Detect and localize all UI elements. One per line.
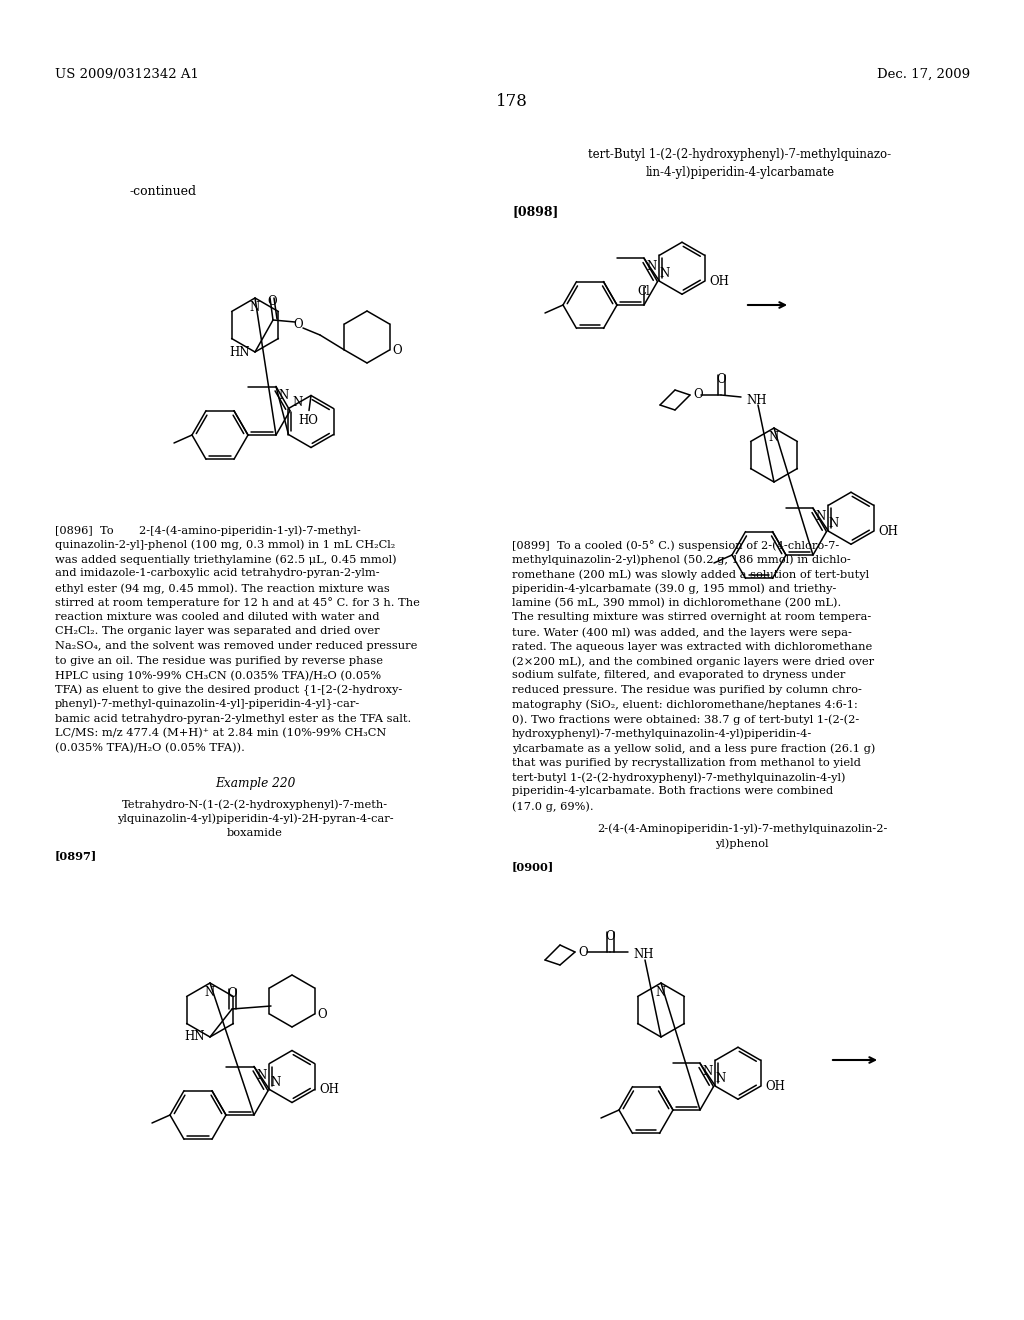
Text: N: N [278, 388, 288, 401]
Text: HN: HN [229, 346, 250, 359]
Text: sodium sulfate, filtered, and evaporated to dryness under: sodium sulfate, filtered, and evaporated… [512, 671, 846, 681]
Text: HN: HN [184, 1031, 205, 1044]
Text: N: N [828, 516, 839, 529]
Text: Tetrahydro-N-(1-(2-(2-hydroxyphenyl)-7-meth-: Tetrahydro-N-(1-(2-(2-hydroxyphenyl)-7-m… [122, 799, 388, 809]
Text: N: N [270, 1076, 281, 1089]
Text: N: N [256, 1068, 266, 1081]
Text: piperidin-4-ylcarbamate. Both fractions were combined: piperidin-4-ylcarbamate. Both fractions … [512, 787, 834, 796]
Text: O: O [392, 343, 402, 356]
Text: N: N [250, 301, 260, 314]
Text: HO: HO [298, 413, 317, 426]
Text: N: N [646, 260, 656, 273]
Text: OH: OH [710, 275, 729, 288]
Text: 178: 178 [496, 92, 528, 110]
Text: OH: OH [766, 1080, 785, 1093]
Text: 0). Two fractions were obtained: 38.7 g of tert-butyl 1-(2-(2-: 0). Two fractions were obtained: 38.7 g … [512, 714, 859, 725]
Text: to give an oil. The residue was purified by reverse phase: to give an oil. The residue was purified… [55, 656, 383, 665]
Text: methylquinazolin-2-yl)phenol (50.2 g, 186 mmol) in dichlo-: methylquinazolin-2-yl)phenol (50.2 g, 18… [512, 554, 851, 565]
Text: O: O [605, 931, 615, 942]
Text: reaction mixture was cooled and diluted with water and: reaction mixture was cooled and diluted … [55, 612, 380, 622]
Text: ethyl ester (94 mg, 0.45 mmol). The reaction mixture was: ethyl ester (94 mg, 0.45 mmol). The reac… [55, 583, 390, 594]
Text: N: N [716, 1072, 726, 1085]
Text: [0898]: [0898] [512, 205, 558, 218]
Text: boxamide: boxamide [227, 828, 283, 838]
Text: matography (SiO₂, eluent: dichloromethane/heptanes 4:6-1:: matography (SiO₂, eluent: dichloromethan… [512, 700, 858, 710]
Text: O: O [317, 1007, 327, 1020]
Text: US 2009/0312342 A1: US 2009/0312342 A1 [55, 69, 199, 81]
Text: O: O [578, 945, 588, 958]
Text: O: O [227, 987, 238, 1001]
Text: (2×200 mL), and the combined organic layers were dried over: (2×200 mL), and the combined organic lay… [512, 656, 874, 667]
Text: ture. Water (400 ml) was added, and the layers were sepa-: ture. Water (400 ml) was added, and the … [512, 627, 852, 638]
Text: (0.035% TFA)/H₂O (0.05% TFA)).: (0.035% TFA)/H₂O (0.05% TFA)). [55, 742, 245, 752]
Text: NH: NH [633, 949, 653, 961]
Text: [0897]: [0897] [55, 850, 97, 862]
Text: reduced pressure. The residue was purified by column chro-: reduced pressure. The residue was purifi… [512, 685, 862, 696]
Text: was added sequentially triethylamine (62.5 μL, 0.45 mmol): was added sequentially triethylamine (62… [55, 554, 396, 565]
Text: Na₂SO₄, and the solvent was removed under reduced pressure: Na₂SO₄, and the solvent was removed unde… [55, 642, 418, 651]
Text: O: O [293, 318, 303, 331]
Text: 2-(4-(4-Aminopiperidin-1-yl)-7-methylquinazolin-2-
yl)phenol: 2-(4-(4-Aminopiperidin-1-yl)-7-methylqui… [597, 824, 887, 849]
Text: that was purified by recrystallization from methanol to yield: that was purified by recrystallization f… [512, 758, 861, 767]
Text: CH₂Cl₂. The organic layer was separated and dried over: CH₂Cl₂. The organic layer was separated … [55, 627, 380, 636]
Text: TFA) as eluent to give the desired product {1-[2-(2-hydroxy-: TFA) as eluent to give the desired produ… [55, 685, 402, 696]
Text: (17.0 g, 69%).: (17.0 g, 69%). [512, 801, 594, 812]
Text: LC/MS: m/z 477.4 (M+H)⁺ at 2.84 min (10%-99% CH₃CN: LC/MS: m/z 477.4 (M+H)⁺ at 2.84 min (10%… [55, 729, 386, 738]
Text: OH: OH [319, 1082, 339, 1096]
Text: The resulting mixture was stirred overnight at room tempera-: The resulting mixture was stirred overni… [512, 612, 871, 623]
Text: O: O [267, 294, 276, 308]
Text: hydroxyphenyl)-7-methylquinazolin-4-yl)piperidin-4-: hydroxyphenyl)-7-methylquinazolin-4-yl)p… [512, 729, 812, 739]
Text: N: N [702, 1065, 713, 1078]
Text: -continued: -continued [130, 185, 198, 198]
Text: NH: NH [746, 393, 767, 407]
Text: piperidin-4-ylcarbamate (39.0 g, 195 mmol) and triethy-: piperidin-4-ylcarbamate (39.0 g, 195 mmo… [512, 583, 837, 594]
Text: N: N [656, 986, 667, 999]
Text: N: N [769, 432, 779, 444]
Text: N: N [292, 396, 302, 409]
Text: ylquinazolin-4-yl)piperidin-4-yl)-2H-pyran-4-car-: ylquinazolin-4-yl)piperidin-4-yl)-2H-pyr… [117, 813, 393, 824]
Text: O: O [717, 374, 726, 385]
Text: HPLC using 10%-99% CH₃CN (0.035% TFA)/H₂O (0.05%: HPLC using 10%-99% CH₃CN (0.035% TFA)/H₂… [55, 671, 381, 681]
Text: [0899]  To a cooled (0-5° C.) suspension of 2-(4-chloro-7-: [0899] To a cooled (0-5° C.) suspension … [512, 540, 840, 550]
Text: tert-butyl 1-(2-(2-hydroxyphenyl)-7-methylquinazolin-4-yl): tert-butyl 1-(2-(2-hydroxyphenyl)-7-meth… [512, 772, 846, 783]
Text: Cl: Cl [638, 285, 650, 298]
Text: stirred at room temperature for 12 h and at 45° C. for 3 h. The: stirred at room temperature for 12 h and… [55, 598, 420, 609]
Text: bamic acid tetrahydro-pyran-2-ylmethyl ester as the TFA salt.: bamic acid tetrahydro-pyran-2-ylmethyl e… [55, 714, 412, 723]
Text: and imidazole-1-carboxylic acid tetrahydro-pyran-2-ylm-: and imidazole-1-carboxylic acid tetrahyd… [55, 569, 380, 578]
Text: N: N [815, 511, 825, 523]
Text: OH: OH [879, 525, 898, 537]
Text: rated. The aqueous layer was extracted with dichloromethane: rated. The aqueous layer was extracted w… [512, 642, 872, 652]
Text: quinazolin-2-yl]-phenol (100 mg, 0.3 mmol) in 1 mL CH₂Cl₂: quinazolin-2-yl]-phenol (100 mg, 0.3 mmo… [55, 540, 395, 550]
Text: ylcarbamate as a yellow solid, and a less pure fraction (26.1 g): ylcarbamate as a yellow solid, and a les… [512, 743, 876, 754]
Text: [0900]: [0900] [512, 862, 554, 873]
Text: N: N [205, 986, 215, 999]
Text: [0896]  To       2-[4-(4-amino-piperidin-1-yl)-7-methyl-: [0896] To 2-[4-(4-amino-piperidin-1-yl)-… [55, 525, 360, 536]
Text: romethane (200 mL) was slowly added a solution of tert-butyl: romethane (200 mL) was slowly added a so… [512, 569, 869, 579]
Text: Dec. 17, 2009: Dec. 17, 2009 [877, 69, 970, 81]
Text: N: N [659, 267, 670, 280]
Text: lamine (56 mL, 390 mmol) in dichloromethane (200 mL).: lamine (56 mL, 390 mmol) in dichlorometh… [512, 598, 842, 609]
Text: Example 220: Example 220 [215, 777, 295, 789]
Text: phenyl)-7-methyl-quinazolin-4-yl]-piperidin-4-yl}-car-: phenyl)-7-methyl-quinazolin-4-yl]-piperi… [55, 700, 360, 710]
Text: O: O [693, 388, 702, 401]
Text: tert-Butyl 1-(2-(2-hydroxyphenyl)-7-methylquinazo-
lin-4-yl)piperidin-4-ylcarbam: tert-Butyl 1-(2-(2-hydroxyphenyl)-7-meth… [589, 148, 892, 180]
